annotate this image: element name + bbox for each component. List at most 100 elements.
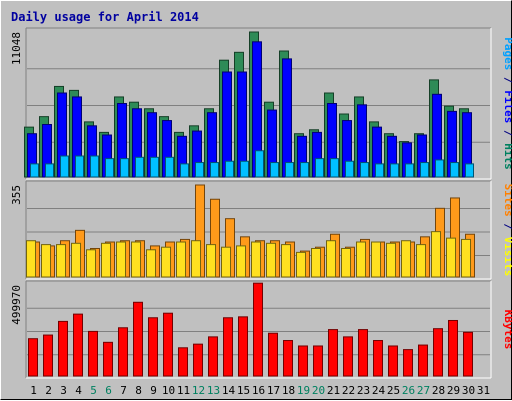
hits-bar-pages-day-21 (330, 158, 339, 178)
hits-bar-pages-day-18 (285, 162, 294, 178)
kbytes-bar-kbytes-day-2 (43, 334, 53, 377)
hits-bar-pages-day-17 (270, 162, 279, 178)
hits-bar-pages-day-2 (45, 163, 54, 178)
hits-bar-pages-day-1 (30, 163, 39, 178)
hits-bar-files-day-18 (282, 58, 292, 178)
kbytes-bar-kbytes-day-13 (208, 336, 218, 377)
kbytes-bar-kbytes-day-5 (88, 330, 98, 377)
x-tick-label: 9 (150, 384, 157, 397)
x-tick-label: 1 (30, 384, 37, 397)
visits-bar-sites-day-3 (56, 244, 66, 278)
visits-bar-sites-day-18 (281, 244, 291, 278)
kbytes-bar-kbytes-day-3 (58, 320, 68, 377)
visits-bar-sites-day-26 (401, 240, 411, 278)
kbytes-bar-kbytes-day-18 (283, 340, 293, 377)
visits-bar-sites-day-16 (251, 241, 261, 278)
x-tick-label: 25 (387, 384, 400, 397)
hits-bar-pages-day-5 (90, 155, 99, 178)
kbytes-ymax-label: 499970 (10, 285, 23, 325)
visits-bar-sites-day-6 (101, 242, 111, 278)
kbytes-bar-kbytes-day-30 (463, 331, 473, 377)
hits-series-label-part: / (502, 123, 512, 143)
hits-bar-pages-day-25 (390, 163, 399, 178)
hits-bar-pages-day-19 (300, 162, 309, 178)
kbytes-series-label-part: KBytes (502, 310, 512, 350)
hits-bar-pages-day-26 (405, 163, 414, 178)
kbytes-bar-kbytes-day-6 (103, 341, 113, 377)
hits-series-label-part: / (502, 70, 512, 90)
hits-ymax-label: 11048 (10, 32, 23, 65)
hits-bar-pages-day-16 (255, 150, 264, 178)
visits-bar-sites-day-9 (146, 249, 156, 278)
visits-bar-sites-day-8 (131, 241, 141, 278)
hits-series-label-part: Pages (502, 37, 512, 70)
x-tick-label: 21 (327, 384, 340, 397)
hits-bar-pages-day-6 (105, 158, 114, 178)
x-tick-label: 4 (75, 384, 82, 397)
hits-bar-pages-day-8 (135, 156, 144, 178)
hits-bar-pages-day-29 (450, 162, 459, 178)
visits-bar-sites-day-13 (206, 244, 216, 278)
hits-bar-pages-day-23 (360, 162, 369, 178)
x-tick-label: 30 (462, 384, 475, 397)
kbytes-bar-kbytes-day-7 (118, 327, 128, 377)
x-tick-label: 11 (177, 384, 190, 397)
visits-bar-sites-day-14 (221, 246, 231, 278)
visits-series-label: Sites / Visits (502, 184, 512, 277)
kbytes-bar-kbytes-day-22 (343, 336, 353, 377)
x-tick-label: 19 (297, 384, 310, 397)
kbytes-bar-kbytes-day-23 (358, 329, 368, 377)
x-tick-label: 16 (252, 384, 265, 397)
hits-bar-pages-day-20 (315, 158, 324, 178)
x-tick-label: 24 (372, 384, 386, 397)
hits-series-label-part: Files (502, 90, 512, 123)
kbytes-series-label: KBytes (502, 310, 512, 350)
visits-bar-sites-day-24 (371, 241, 381, 278)
hits-bar-pages-day-22 (345, 160, 354, 178)
visits-bar-sites-day-7 (116, 241, 126, 278)
hits-bar-pages-day-24 (375, 163, 384, 178)
x-tick-label: 26 (402, 384, 415, 397)
visits-bar-sites-day-4 (71, 242, 81, 278)
hits-series-label: Pages / Files / Hits (502, 37, 512, 170)
hits-bar-pages-day-7 (120, 158, 129, 178)
visits-series-label-part: Visits (502, 237, 512, 277)
x-tick-label: 22 (342, 384, 355, 397)
visits-bar-sites-day-25 (386, 242, 396, 278)
x-tick-label: 12 (192, 384, 205, 397)
visits-bar-sites-day-5 (86, 249, 96, 278)
hits-series-label-part: Hits (502, 143, 512, 170)
kbytes-bar-kbytes-day-11 (178, 347, 188, 377)
kbytes-bar-kbytes-day-12 (193, 343, 203, 377)
kbytes-bar-kbytes-day-8 (133, 301, 143, 377)
kbytes-bar-kbytes-day-25 (388, 345, 398, 377)
kbytes-bar-kbytes-day-28 (433, 328, 443, 377)
visits-series-label-part: Sites (502, 184, 512, 217)
hits-bar-pages-day-11 (180, 163, 189, 178)
x-tick-label: 28 (432, 384, 445, 397)
x-tick-label: 7 (120, 384, 127, 397)
hits-bar-pages-day-15 (240, 160, 249, 178)
kbytes-bar-kbytes-day-14 (223, 317, 233, 377)
kbytes-bar-kbytes-day-9 (148, 317, 158, 377)
visits-bar-sites-day-15 (236, 245, 246, 278)
kbytes-bar-kbytes-day-27 (418, 344, 428, 377)
kbytes-bar-kbytes-day-29 (448, 319, 458, 377)
x-tick-label: 18 (282, 384, 295, 397)
visits-bar-sites-day-2 (41, 244, 51, 278)
x-tick-label: 29 (447, 384, 460, 397)
visits-bar-sites-day-11 (176, 241, 186, 278)
hits-bar-pages-day-13 (210, 162, 219, 178)
hits-bar-pages-day-27 (420, 162, 429, 178)
x-tick-label: 13 (207, 384, 220, 397)
visits-bar-sites-day-21 (326, 240, 336, 278)
hits-bar-pages-day-4 (75, 155, 84, 178)
x-tick-label: 17 (267, 384, 280, 397)
hits-bar-pages-day-12 (195, 162, 204, 178)
x-tick-label: 23 (357, 384, 370, 397)
kbytes-bar-kbytes-day-26 (403, 349, 413, 377)
visits-bar-sites-day-19 (296, 251, 306, 278)
x-tick-label: 6 (105, 384, 112, 397)
